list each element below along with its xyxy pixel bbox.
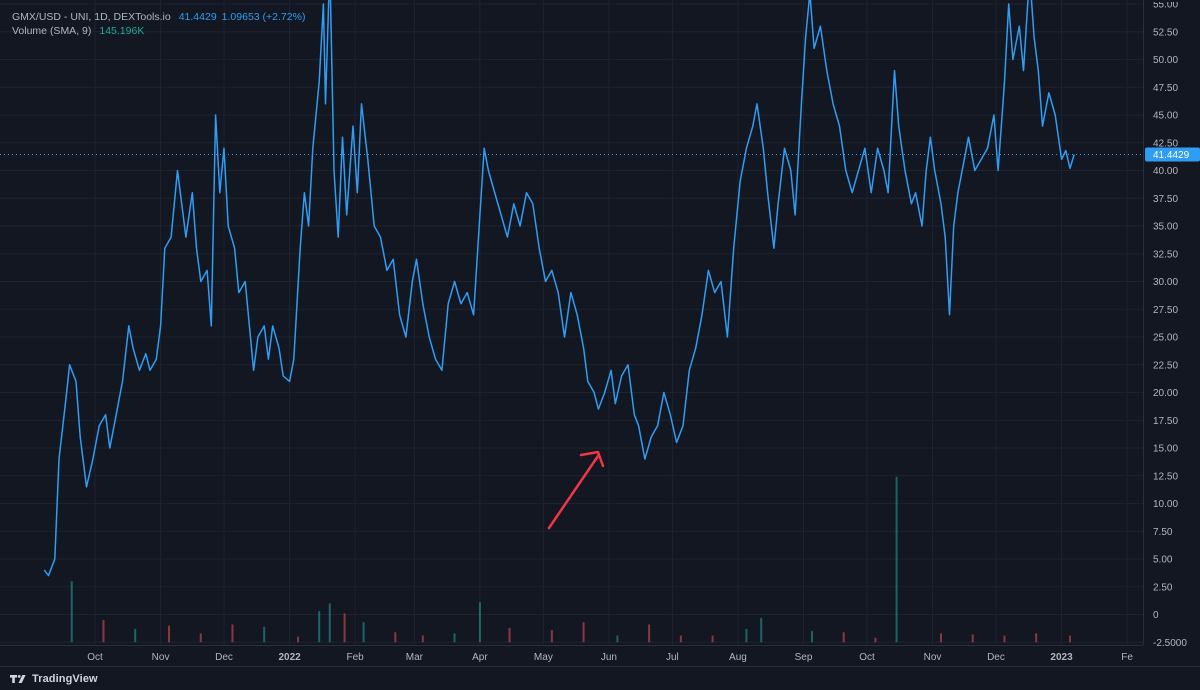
x-tick-label: Nov — [924, 652, 942, 663]
x-tick-label: Jul — [666, 652, 679, 663]
axis-corner — [1145, 0, 1200, 2]
y-tick-label: 42.50 — [1153, 138, 1178, 149]
x-tick-label: Aug — [729, 652, 747, 663]
y-tick-label: 40.00 — [1153, 166, 1178, 177]
volume-bar — [1069, 635, 1072, 643]
volume-bar — [874, 637, 877, 643]
price-change-value: 1.09653 (+2.72%) — [221, 11, 306, 23]
last-price-tag — [1145, 147, 1200, 162]
volume-bar — [745, 628, 748, 643]
x-tick-label: Sep — [795, 652, 813, 663]
volume-bar — [453, 633, 456, 643]
x-tick-label: Mar — [406, 652, 424, 663]
volume-bar — [810, 631, 813, 643]
volume-bar — [842, 632, 845, 643]
x-tick-label: Dec — [987, 652, 1005, 663]
y-tick-label: 2.50 — [1153, 582, 1173, 593]
y-tick-label: -2.5000 — [1153, 638, 1187, 649]
volume-bar — [421, 635, 424, 643]
x-tick-label: 2022 — [278, 652, 301, 663]
tradingview-brand[interactable]: TradingView — [32, 672, 98, 685]
y-tick-label: 47.50 — [1153, 83, 1178, 94]
volume-bar — [343, 613, 346, 643]
y-tick-label: 25.00 — [1153, 333, 1178, 344]
volume-bar — [1003, 635, 1006, 643]
symbol-legend-row: GMX/USD - UNI, 1D, DEXTools.io 41.4429 1.0… — [12, 11, 310, 25]
price-line — [43, 0, 1075, 577]
y-tick-label: 17.50 — [1153, 416, 1178, 427]
price-chart[interactable]: 72.5070.0067.5065.0062.5060.0057.5055.00… — [0, 0, 1200, 666]
volume-bar — [550, 630, 553, 643]
volume-bar — [318, 611, 321, 643]
y-tick-label: 52.50 — [1153, 27, 1178, 38]
x-tick-label: Oct — [87, 652, 103, 663]
volume-bar — [895, 476, 898, 643]
volume-bar — [134, 628, 137, 643]
volume-bar — [508, 627, 511, 643]
y-tick-label: 50.00 — [1153, 55, 1178, 66]
volume-bar — [231, 624, 234, 643]
footer-bar: TradingView — [0, 666, 1200, 690]
last-price-value: 41.4429 — [178, 11, 217, 23]
volume-bar — [648, 624, 651, 643]
volume-bar — [297, 636, 300, 643]
volume-indicator-value: 145.196K — [99, 24, 145, 37]
x-tick-label: Dec — [215, 652, 233, 663]
y-tick-label: 15.00 — [1153, 444, 1178, 455]
volume-bar — [582, 622, 585, 643]
symbol-title[interactable]: GMX/USD - UNI, 1D, DEXTools.io — [12, 11, 171, 23]
price-axis — [1143, 0, 1200, 666]
volume-bar — [679, 635, 682, 643]
y-tick-label: 45.00 — [1153, 111, 1178, 122]
x-tick-label: Fe — [1121, 652, 1133, 663]
volume-bar — [199, 633, 202, 643]
volume-indicator-label[interactable]: Volume (SMA, 9) — [12, 24, 92, 37]
x-tick-label: Apr — [472, 652, 488, 663]
volume-bar — [168, 625, 171, 643]
volume-bar — [70, 581, 73, 643]
volume-bar — [940, 633, 942, 643]
volume-bar — [394, 632, 397, 643]
x-tick-label: May — [534, 652, 553, 663]
volume-bar — [478, 602, 481, 643]
volume-bar — [711, 635, 714, 643]
y-tick-label: 37.50 — [1153, 194, 1178, 205]
volume-bar — [263, 626, 266, 643]
chart-legend: GMX/USD - UNI, 1D, DEXTools.io 41.4429 1.0… — [12, 11, 310, 38]
x-tick-label: Feb — [347, 652, 365, 663]
y-tick-label: 10.00 — [1153, 499, 1178, 510]
x-tick-label: Oct — [859, 652, 875, 663]
last-price-tag-label: 41.4429 — [1153, 150, 1190, 161]
y-tick-label: 30.00 — [1153, 277, 1178, 288]
tradingview-logo-icon[interactable] — [10, 674, 26, 684]
y-tick-label: 22.50 — [1153, 360, 1178, 371]
y-tick-label: 27.50 — [1153, 305, 1178, 316]
y-tick-label: 12.50 — [1153, 471, 1178, 482]
y-tick-label: 7.50 — [1153, 527, 1173, 538]
x-tick-label: Jun — [601, 652, 617, 663]
x-tick-label: Nov — [152, 652, 170, 663]
volume-bar — [362, 622, 365, 643]
volume-bar — [1035, 633, 1038, 643]
volume-bar — [616, 635, 619, 643]
volume-bar — [102, 620, 105, 643]
volume-bar — [328, 603, 331, 643]
x-tick-label: 2023 — [1050, 652, 1073, 663]
volume-bar — [971, 634, 974, 643]
volume-legend-row: Volume (SMA, 9) 145.196K — [12, 25, 310, 39]
volume-bar — [760, 617, 763, 643]
y-tick-label: 5.00 — [1153, 555, 1173, 566]
y-tick-label: 20.00 — [1153, 388, 1178, 399]
y-tick-label: 0 — [1153, 610, 1159, 621]
y-tick-label: 35.00 — [1153, 222, 1178, 233]
annotation-arrow-head — [579, 450, 605, 468]
y-tick-label: 32.50 — [1153, 249, 1178, 260]
y-tick-label: 55.00 — [1153, 0, 1178, 11]
annotation-arrow-shaft — [547, 454, 600, 530]
